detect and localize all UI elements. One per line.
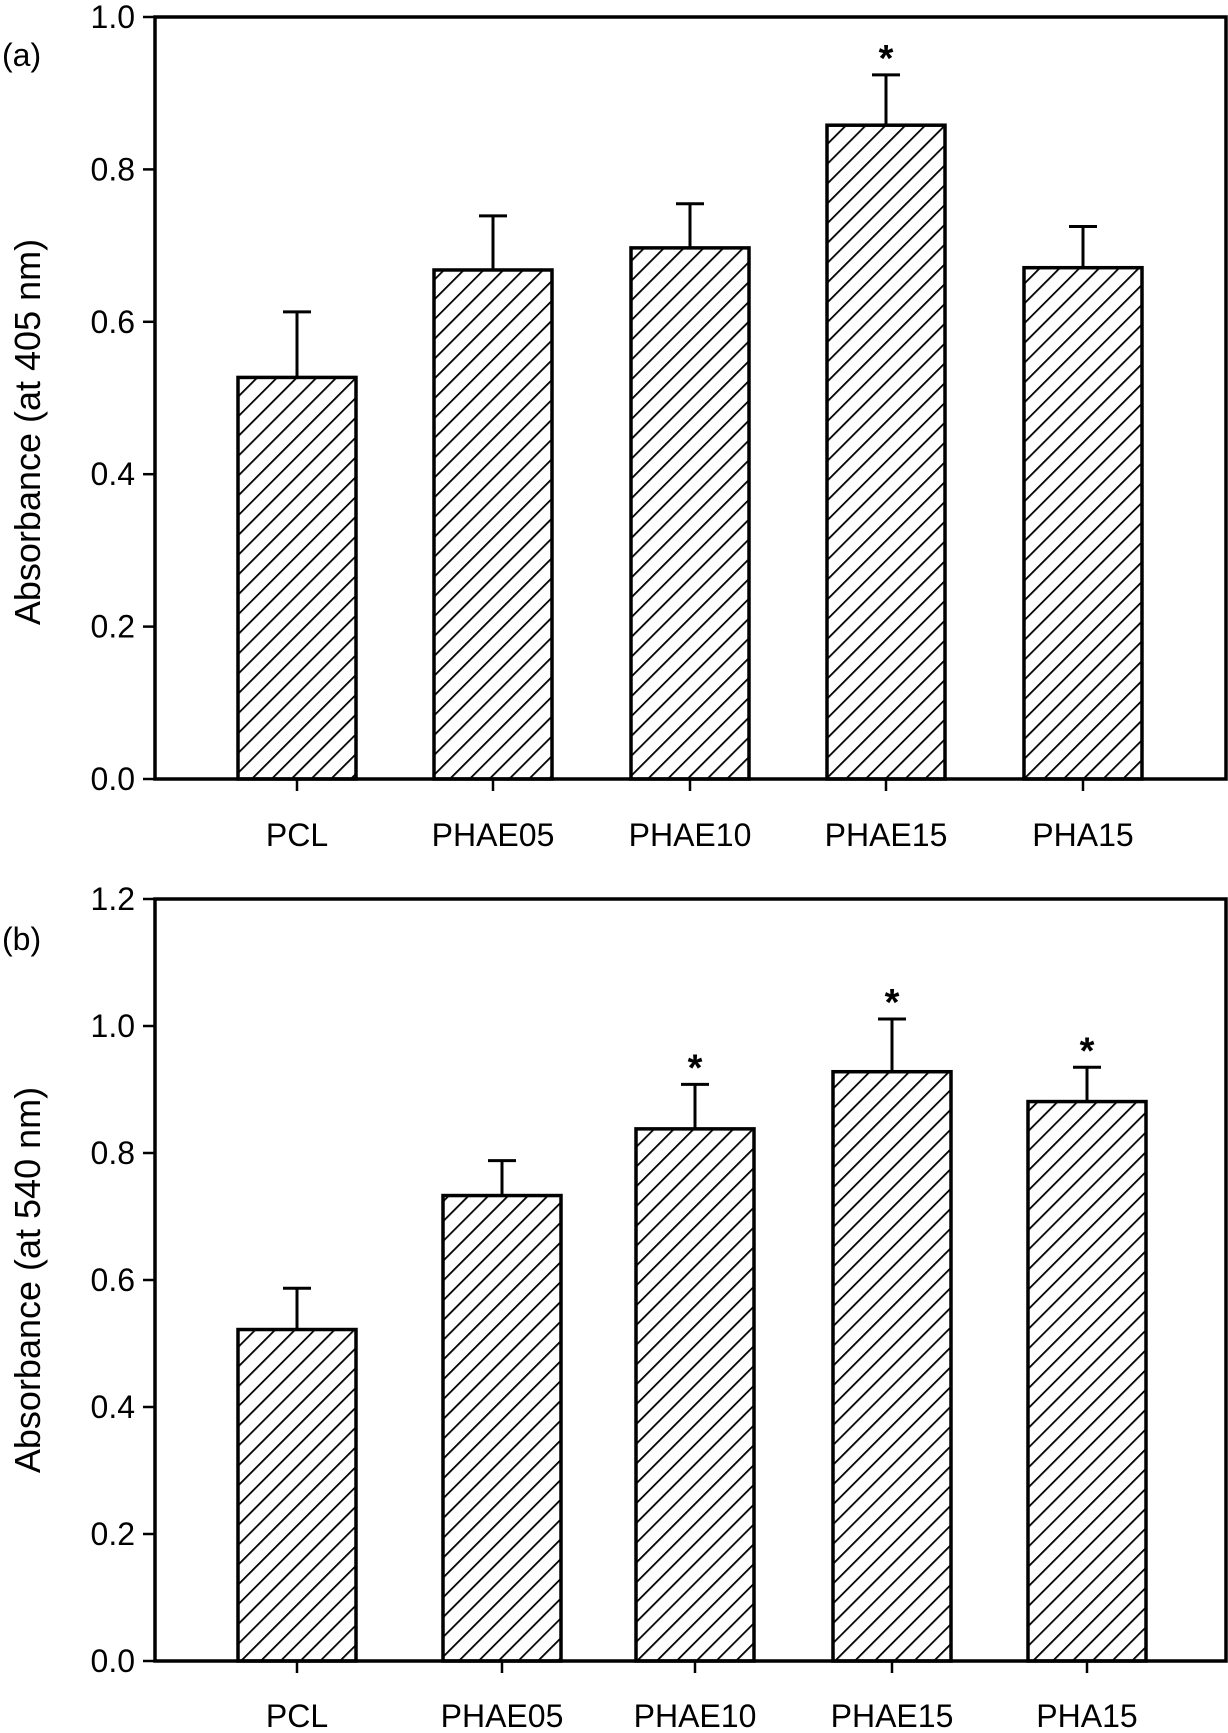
panel-label: (b) [2, 921, 41, 957]
bar-pcl [236, 1327, 358, 1663]
significance-mark: * [688, 1047, 703, 1089]
y-tick-label: 0.8 [91, 1135, 135, 1171]
bar-pha15 [1026, 1099, 1148, 1663]
y-axis-title: Absorbance (at 540 nm) [7, 1087, 48, 1473]
bar-phae05 [441, 1193, 563, 1663]
y-tick-label: 1.0 [91, 1008, 135, 1044]
bar-phae10 [634, 1127, 756, 1663]
y-tick-label: 0.4 [91, 456, 135, 492]
x-tick-label: PHAE05 [441, 1698, 564, 1733]
panel-label: (a) [2, 37, 41, 73]
plot-frame [153, 897, 1228, 1663]
bar-phae15 [825, 123, 947, 781]
y-tick-label: 0.0 [91, 1643, 135, 1679]
significance-mark: * [1080, 1030, 1095, 1072]
y-tick-label: 0.8 [91, 151, 135, 187]
bar-phae15 [831, 1069, 953, 1663]
x-tick-label: PHA15 [1036, 1698, 1137, 1733]
y-tick-label: 0.0 [91, 761, 135, 797]
bar-pcl [236, 375, 358, 781]
y-tick-label: 0.2 [91, 609, 135, 645]
y-tick-label: 1.0 [91, 0, 135, 35]
y-tick-label: 0.2 [91, 1516, 135, 1552]
x-tick-label: PHAE10 [634, 1698, 757, 1733]
bar-phae10 [629, 246, 751, 781]
y-tick-label: 1.2 [91, 881, 135, 917]
x-tick-label: PHAE15 [831, 1698, 954, 1733]
x-tick-label: PCL [266, 1698, 328, 1733]
x-tick-label: PHAE15 [825, 817, 948, 853]
y-tick-label: 0.6 [91, 304, 135, 340]
x-tick-label: PHAE05 [432, 817, 555, 853]
bar-pha15 [1022, 265, 1144, 781]
significance-mark: * [879, 38, 894, 80]
chart-panel-b: (b) Absorbance (at 540 nm) PCL PHAE05 * PHA… [2, 881, 1228, 1733]
x-tick-label: PCL [266, 817, 328, 853]
plot-frame [153, 15, 1228, 781]
x-tick-label: PHAE10 [629, 817, 752, 853]
significance-mark: * [885, 982, 900, 1024]
y-tick-label: 0.4 [91, 1389, 135, 1425]
chart-panel-a: (a) Absorbance (at 405 nm) PCL PHAE05 PHAE… [2, 0, 1228, 853]
y-tick-label: 0.6 [91, 1262, 135, 1298]
y-axis-title: Absorbance (at 405 nm) [7, 239, 48, 625]
x-tick-label: PHA15 [1032, 817, 1133, 853]
bar-phae05 [432, 268, 554, 781]
